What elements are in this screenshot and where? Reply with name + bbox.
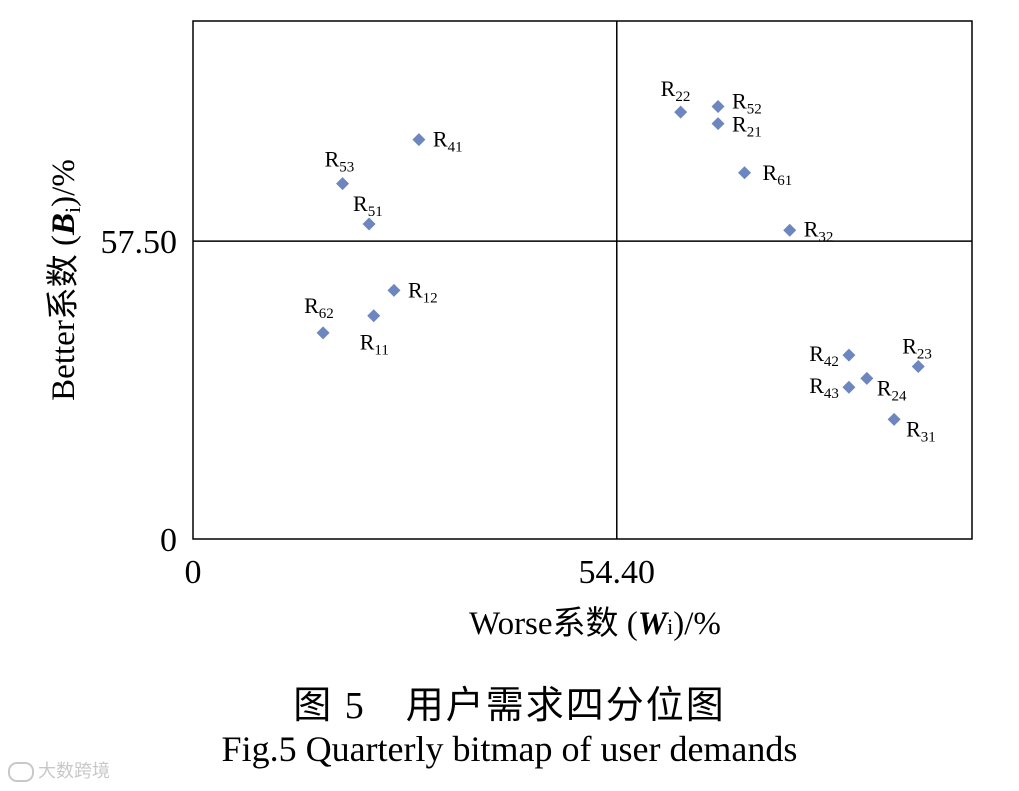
plot-area-frame	[192, 20, 973, 540]
y-tick-label-0: 0	[160, 522, 177, 559]
point-label-r24: R24	[877, 375, 907, 404]
point-label-r51: R51	[353, 191, 383, 220]
point-label-r62: R62	[304, 293, 334, 322]
watermark-text: 大数跨境	[38, 761, 110, 782]
point-r52	[711, 99, 725, 113]
point-label-r11: R11	[360, 330, 389, 359]
y-axis-title: Better系数 (Bi)/%	[45, 159, 85, 401]
x-tick-label-0: 0	[185, 554, 202, 591]
point-r41	[412, 133, 426, 147]
point-r62	[316, 326, 330, 340]
point-label-r32: R32	[804, 216, 834, 245]
point-label-r23: R23	[902, 334, 932, 363]
x-tick-label-1: 54.40	[579, 554, 656, 591]
point-r23	[911, 360, 925, 374]
point-label-r22: R22	[661, 76, 691, 105]
point-label-r43: R43	[809, 373, 839, 402]
x-axis-title: Worse系数 (Wi)/%	[469, 605, 721, 642]
point-label-r21: R21	[732, 112, 762, 141]
y-tick-label-1: 57.50	[101, 224, 178, 261]
point-label-r31: R31	[906, 416, 936, 445]
point-label-r61: R61	[763, 160, 793, 189]
point-label-r52: R52	[732, 88, 762, 117]
point-label-r41: R41	[433, 127, 463, 156]
watermark-logo-icon	[8, 762, 34, 782]
point-r32	[783, 223, 797, 237]
figure-caption-english: Fig.5 Quarterly bitmap of user demands	[221, 729, 798, 769]
point-r31	[887, 412, 901, 426]
point-r42	[842, 348, 856, 362]
point-r24	[860, 371, 874, 385]
point-label-r42: R42	[809, 341, 839, 370]
point-label-r12: R12	[408, 277, 438, 306]
point-r21	[711, 117, 725, 131]
point-r22	[674, 105, 688, 119]
figure-caption-chinese: 图 5 用户需求四分位图	[293, 685, 726, 727]
point-r53	[336, 177, 350, 191]
point-label-r53: R53	[325, 147, 355, 176]
watermark: 大数跨境	[8, 757, 110, 783]
point-r61	[738, 166, 752, 180]
point-r11	[367, 309, 381, 323]
point-r51	[362, 217, 376, 231]
point-r43	[842, 380, 856, 394]
point-r12	[387, 283, 401, 297]
